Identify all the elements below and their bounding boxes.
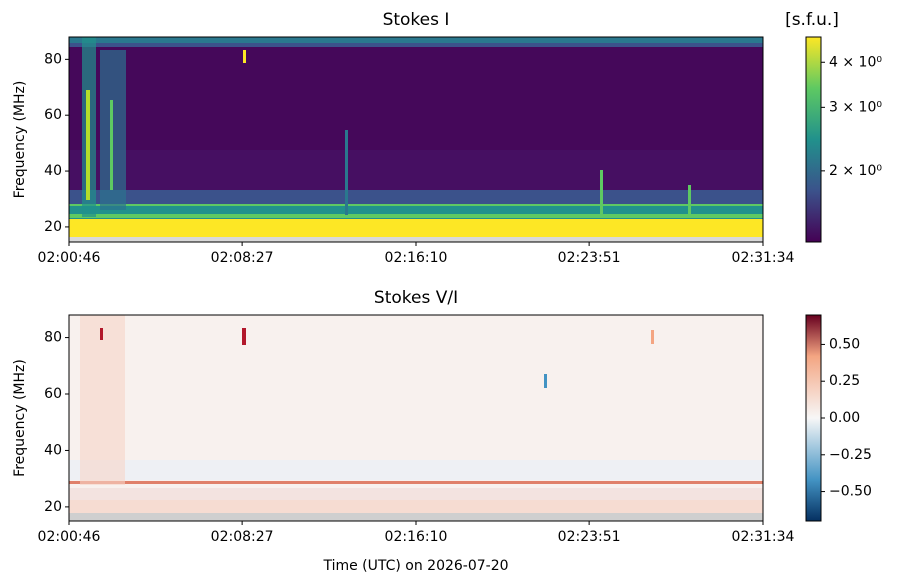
chart-title: Stokes I (383, 10, 450, 30)
colorbar-tick-label: 0.25 (829, 373, 860, 389)
colorbar-tick-label: 3 × 10⁰ (829, 99, 882, 115)
colorbar-tick-label: 0.50 (829, 336, 860, 352)
y-tick-label: 80 (44, 51, 62, 67)
y-tick-label: 60 (44, 107, 62, 123)
x-tick-label: 02:31:34 (732, 250, 795, 266)
colorbar-label: [s.f.u.] (785, 10, 839, 30)
chart-title: Stokes V/I (374, 288, 458, 308)
x-tick-label: 02:08:27 (211, 529, 274, 545)
x-axis-label: Time (UTC) on 2026-07-20 (322, 558, 508, 574)
y-tick-label: 20 (44, 219, 62, 235)
x-tick-label: 02:16:10 (385, 529, 448, 545)
x-tick-label: 02:31:34 (732, 529, 795, 545)
spectrogram-image (69, 315, 763, 521)
y-tick-label: 40 (44, 163, 62, 179)
colorbar-tick-label: 2 × 10⁰ (829, 163, 882, 179)
x-tick-label: 02:08:27 (211, 250, 274, 266)
x-tick-label: 02:16:10 (385, 250, 448, 266)
colorbar-tick-label: 0.00 (829, 410, 860, 426)
y-axis-label: Frequency (MHz) (12, 81, 28, 199)
spectrogram-image (69, 37, 763, 242)
colorbar (805, 314, 822, 522)
y-axis-label: Frequency (MHz) (12, 359, 28, 477)
colorbar-tick-label: −0.50 (829, 484, 872, 500)
colorbar-tick-label: −0.25 (829, 447, 872, 463)
x-tick-label: 02:23:51 (558, 250, 621, 266)
x-tick-label: 02:23:51 (558, 529, 621, 545)
colorbar-tick-label: 4 × 10⁰ (829, 54, 882, 70)
y-tick-label: 80 (44, 330, 62, 346)
y-tick-label: 60 (44, 386, 62, 402)
x-tick-label: 02:00:46 (38, 529, 101, 545)
x-tick-label: 02:00:46 (38, 250, 101, 266)
y-tick-label: 40 (44, 442, 62, 458)
y-tick-label: 20 (44, 499, 62, 515)
colorbar (805, 36, 822, 243)
